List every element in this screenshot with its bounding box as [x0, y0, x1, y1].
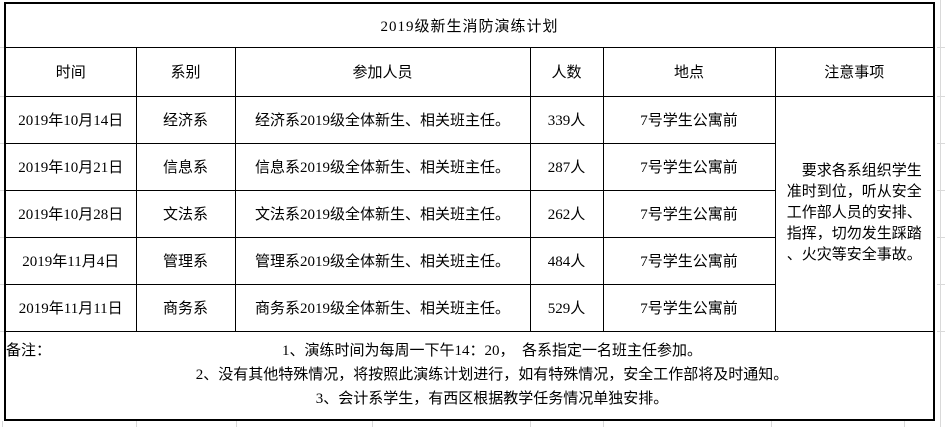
column-header-count: 人数 [529, 46, 604, 97]
cell-location: 7号学生公寓前 [602, 95, 776, 144]
gridline-stub [937, 47, 945, 48]
gridline-stub [937, 331, 945, 332]
gridline-stub [603, 421, 604, 427]
gridline-stub [0, 190, 4, 191]
column-header-dept: 系别 [135, 46, 236, 97]
table-row: 2019年11月11日 商务系 商务系2019级全体新生、相关班主任。 529人… [4, 283, 934, 332]
cell-count: 339人 [529, 95, 604, 144]
cell-location: 7号学生公寓前 [602, 236, 776, 285]
cell-location: 7号学生公寓前 [602, 142, 776, 191]
remark-line: 2、没有其他特殊情况，将按照此演练计划进行，如有特殊情况，安全工作部将及时通知。 [195, 367, 789, 384]
column-header-notes: 注意事项 [774, 46, 935, 97]
gridline-stub [937, 96, 945, 97]
cell-time: 2019年10月28日 [4, 189, 137, 238]
cell-time: 2019年10月14日 [4, 95, 137, 144]
remarks-row: 备注： 1、演练时间为每周一下午14：20， 各系指定一名班主任参加。 2、没有… [4, 330, 935, 421]
title-row: 2019级新生消防演练计划 [4, 2, 935, 48]
table-row: 2019年10月28日 文法系 文法系2019级全体新生、相关班主任。 262人… [4, 189, 934, 238]
table-row: 2019年11月4日 管理系 管理系2019级全体新生、相关班主任。 484人 … [4, 236, 934, 285]
gridline-stub [372, 421, 373, 427]
cell-participants: 文法系2019级全体新生、相关班主任。 [234, 189, 531, 238]
fire-drill-plan-table-wrap: 2019级新生消防演练计划 时间 系别 参加人员 人数 地点 注意事项 2019… [4, 2, 936, 421]
gridline-stub [937, 143, 945, 144]
gridline-stub [937, 190, 945, 191]
cell-dept: 信息系 [135, 142, 236, 191]
header-row: 时间 系别 参加人员 人数 地点 注意事项 [4, 46, 935, 97]
cell-time: 2019年11月11日 [4, 283, 137, 332]
notes-merged-cell: 要求各系组织学生 准时到位，听从安全 工作部人员的安排、 指挥，切勿发生踩踏 、… [774, 95, 935, 332]
cell-time: 2019年10月21日 [4, 142, 137, 191]
gridline-stub [771, 421, 772, 427]
table-row: 2019年10月21日 信息系 信息系2019级全体新生、相关班主任。 287人… [4, 142, 934, 191]
gridline-stub [0, 284, 4, 285]
gridline-stub [136, 421, 137, 427]
cell-participants: 信息系2019级全体新生、相关班主任。 [234, 142, 531, 191]
gridline-stub [236, 421, 237, 427]
cell-count: 529人 [529, 283, 604, 332]
gridline-stub [0, 331, 4, 332]
remarks: 备注： 1、演练时间为每周一下午14：20， 各系指定一名班主任参加。 2、没有… [6, 339, 933, 411]
cell-dept: 经济系 [135, 95, 236, 144]
page-title: 2019级新生消防演练计划 [4, 2, 935, 48]
gridline-stub [530, 421, 531, 427]
gridline-stub [937, 284, 945, 285]
remark-lines: 1、演练时间为每周一下午14：20， 各系指定一名班主任参加。 2、没有其他特殊… [51, 339, 933, 411]
gridline-stub [940, 0, 941, 427]
cell-participants: 商务系2019级全体新生、相关班主任。 [234, 283, 531, 332]
cell-time: 2019年11月4日 [4, 236, 137, 285]
cell-participants: 经济系2019级全体新生、相关班主任。 [234, 95, 531, 144]
gridline-stub [937, 237, 945, 238]
remarks-cell: 备注： 1、演练时间为每周一下午14：20， 各系指定一名班主任参加。 2、没有… [4, 330, 935, 421]
remark-line: 3、会计系学生，有西区根据教学任务情况单独安排。 [315, 391, 669, 408]
column-header-participants: 参加人员 [234, 46, 531, 97]
cell-participants: 管理系2019级全体新生、相关班主任。 [234, 236, 531, 285]
gridline-stub [2, 421, 3, 427]
gridline-stub [0, 96, 4, 97]
fire-drill-plan-table: 2019级新生消防演练计划 时间 系别 参加人员 人数 地点 注意事项 2019… [4, 2, 936, 421]
cell-location: 7号学生公寓前 [602, 283, 776, 332]
cell-count: 287人 [529, 142, 604, 191]
table-row: 2019年10月14日 经济系 经济系2019级全体新生、相关班主任。 339人… [4, 95, 935, 332]
cell-dept: 文法系 [135, 189, 236, 238]
gridline-stub [0, 47, 4, 48]
gridline-stub [904, 421, 905, 427]
gridline-stub [0, 237, 4, 238]
cell-count: 262人 [529, 189, 604, 238]
column-header-location: 地点 [602, 46, 776, 97]
remarks-label: 备注： [6, 343, 52, 360]
remark-line: 1、演练时间为每周一下午14：20， 各系指定一名班主任参加。 [282, 343, 703, 360]
cell-dept: 管理系 [135, 236, 236, 285]
cell-count: 484人 [529, 236, 604, 285]
cell-dept: 商务系 [135, 283, 236, 332]
cell-location: 7号学生公寓前 [602, 189, 776, 238]
column-header-time: 时间 [4, 46, 137, 97]
gridline-stub [0, 143, 4, 144]
